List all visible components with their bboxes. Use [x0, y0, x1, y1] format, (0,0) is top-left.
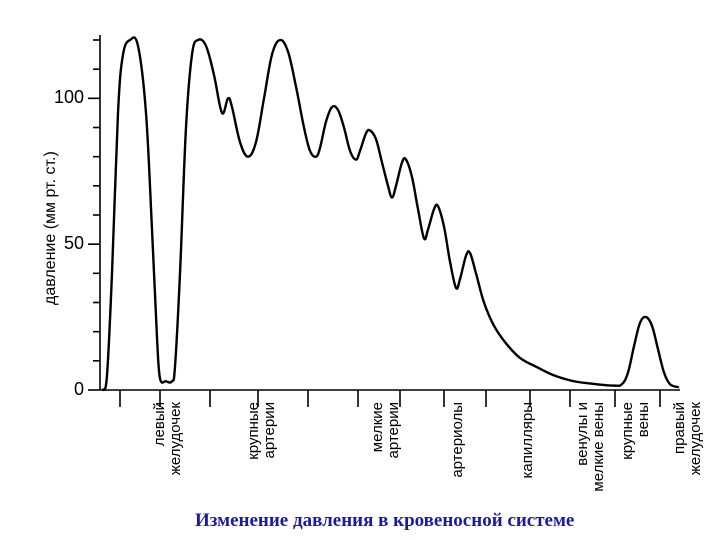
pressure-chart — [0, 0, 720, 540]
y-axis-label: давление (мм рт. ст.) — [42, 151, 60, 305]
x-category-label: капилляры — [520, 402, 536, 502]
x-category-label: венулы имелкие вены — [575, 402, 607, 502]
y-tick-label: 50 — [64, 233, 84, 254]
y-tick-label: 100 — [54, 87, 84, 108]
x-category-label: левыйжелудочек — [152, 402, 184, 502]
x-category-label: крупныевены — [620, 402, 652, 502]
chart-caption: Изменение давления в кровеносной системе — [195, 510, 574, 532]
x-category-label: мелкиеартерии — [370, 402, 402, 502]
x-category-label: артериолы — [450, 402, 466, 502]
x-category-label: правыйжелудочек — [672, 402, 704, 502]
x-category-label: крупныеартерии — [246, 402, 278, 502]
y-tick-label: 0 — [74, 379, 84, 400]
